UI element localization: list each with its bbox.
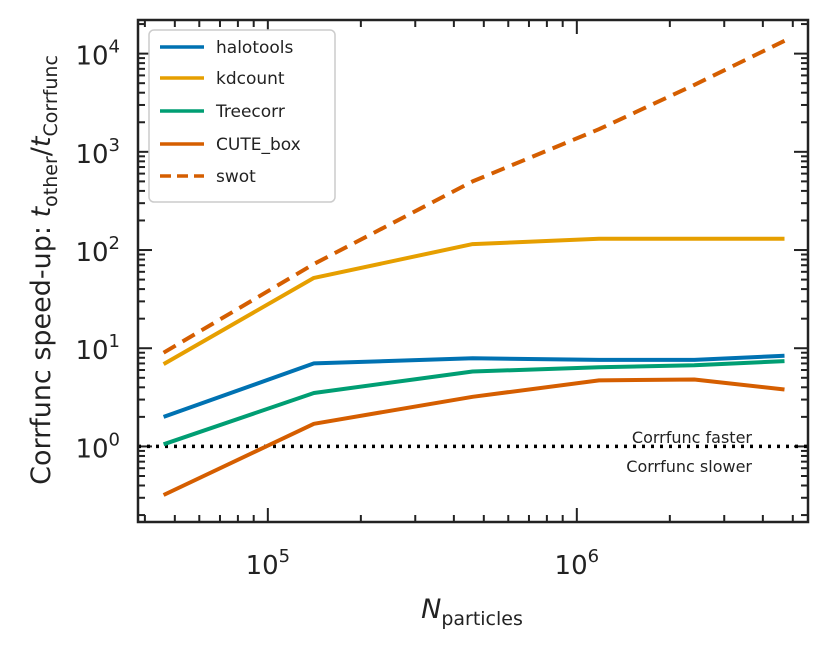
y-tick-label: 101 xyxy=(75,331,120,366)
legend-box xyxy=(148,29,336,203)
legend: halotools kdcount Treecorr CUTE_box swot xyxy=(148,29,336,203)
plot-frame xyxy=(136,18,810,524)
legend-label-halotools: halotools xyxy=(216,38,294,58)
x-axis-label: Nparticles xyxy=(421,594,523,630)
legend-label-kdcount: kdcount xyxy=(216,69,285,89)
series-line-halotools xyxy=(162,353,785,419)
tick-labels: 105 106 100 101 102 103 104 xyxy=(75,37,599,581)
annotation-corrfunc-slower: Corrfunc slower xyxy=(626,457,752,476)
legend-label-swot: swot xyxy=(216,167,256,187)
y-axis-label: Corrfunc speed-up: tother/tCorrfunc xyxy=(26,55,62,485)
series-line-kdcount xyxy=(162,236,785,366)
y-tick-label: 103 xyxy=(75,135,120,170)
legend-label-treecorr: Treecorr xyxy=(215,102,285,122)
y-tick-label: 100 xyxy=(75,429,120,464)
y-tick-label: 104 xyxy=(75,37,120,72)
legend-label-cute-box: CUTE_box xyxy=(216,135,301,155)
x-tick-label: 105 xyxy=(246,546,291,581)
series-line-treecorr xyxy=(162,359,785,447)
x-tick-label: 106 xyxy=(555,546,600,581)
series-line-swot xyxy=(162,39,786,355)
series-lines xyxy=(162,39,786,497)
y-tick-label: 102 xyxy=(75,233,120,268)
series-line-cute-box xyxy=(162,377,785,497)
annotation-corrfunc-faster: Corrfunc faster xyxy=(632,428,753,447)
